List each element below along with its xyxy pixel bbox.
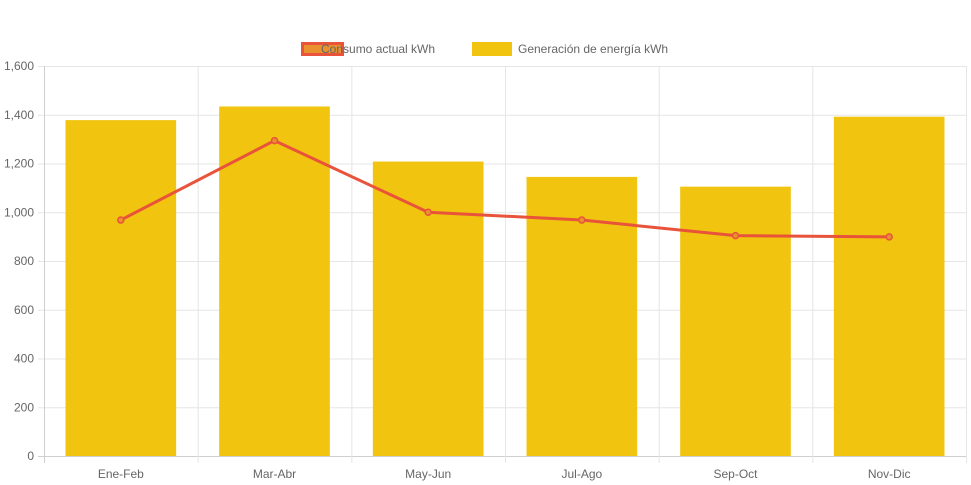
line-point[interactable]: [578, 216, 586, 224]
bar[interactable]: [372, 161, 484, 457]
bar[interactable]: [833, 116, 945, 456]
y-tick-label: 1,600: [4, 59, 34, 73]
x-tick-label: Ene-Feb: [98, 467, 144, 481]
x-tick-label: May-Jun: [405, 467, 451, 481]
x-tick-label: Sep-Oct: [713, 467, 758, 481]
grid-lines: [38, 66, 967, 463]
legend-item-generacion[interactable]: Generación de energía kWh: [472, 42, 668, 56]
bar[interactable]: [65, 120, 177, 457]
line-point[interactable]: [424, 208, 432, 216]
y-tick-label: 1,200: [4, 157, 34, 171]
legend-swatch: [472, 42, 512, 56]
x-tick-label: Mar-Abr: [253, 467, 296, 481]
y-tick-label: 400: [14, 352, 34, 366]
line-point[interactable]: [885, 233, 893, 241]
axes: 0 200 400 600 800 1,000 1,200 1,400 1,600 Ene-Feb…: [4, 59, 911, 481]
line-point[interactable]: [731, 231, 740, 240]
bar[interactable]: [680, 186, 791, 456]
legend-swatch: [301, 42, 344, 56]
legend-item-consumo[interactable]: Consumo actual kWh: [301, 42, 436, 56]
y-tick-label: 1,000: [4, 205, 34, 219]
x-tick-label: Jul-Ago: [561, 467, 602, 481]
y-tick-label: 1,400: [4, 108, 34, 122]
y-tick-label: 800: [14, 254, 34, 268]
legend-label: Generación de energía kWh: [518, 42, 668, 56]
line-point[interactable]: [270, 136, 279, 145]
line-series: [117, 136, 893, 241]
y-tick-label: 600: [14, 303, 34, 317]
legend-label: Consumo actual kWh: [321, 42, 435, 56]
line-point[interactable]: [117, 216, 125, 224]
legend[interactable]: Consumo actual kWh Generación de energía …: [301, 42, 669, 56]
y-tick-label: 200: [14, 400, 34, 414]
bar[interactable]: [219, 106, 330, 457]
y-tick-label: 0: [27, 449, 34, 463]
line-path: [120, 139, 890, 239]
x-tick-label: Nov-Dic: [868, 467, 911, 481]
